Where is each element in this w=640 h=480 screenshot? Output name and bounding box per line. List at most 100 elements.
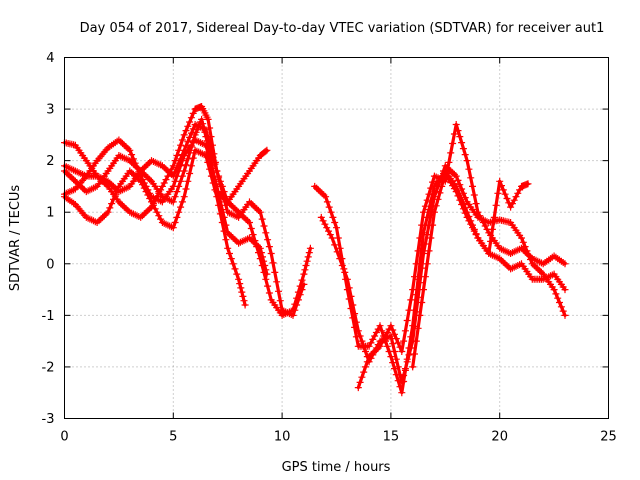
data-point-marker (423, 231, 431, 239)
series-track-6 (311, 167, 569, 397)
data-point-marker (239, 292, 247, 300)
data-point-marker (405, 306, 413, 314)
data-point-marker (456, 181, 464, 189)
data-point-marker (461, 151, 469, 159)
data-point-marker (423, 260, 431, 268)
data-point-marker (358, 373, 366, 381)
data-point-marker (111, 191, 119, 199)
data-point-marker (215, 172, 223, 180)
data-point-marker (169, 182, 177, 190)
data-point-marker (343, 275, 351, 283)
data-point-marker (184, 122, 192, 130)
data-point-marker (262, 147, 270, 155)
data-point-marker (264, 236, 272, 244)
data-point-marker (247, 225, 255, 232)
data-point-marker (265, 289, 273, 297)
data-point-marker (322, 193, 330, 201)
data-point-marker (211, 176, 219, 184)
data-point-marker (333, 248, 341, 256)
data-point-marker (403, 358, 411, 366)
data-point-marker (432, 202, 440, 210)
data-point-marker (263, 146, 271, 154)
data-point-marker (207, 146, 215, 154)
data-point-marker (461, 209, 469, 217)
data-point-marker (465, 165, 473, 173)
data-point-marker (469, 182, 476, 190)
data-point-marker (240, 297, 248, 305)
data-point-marker (273, 278, 281, 286)
data-point-marker (106, 204, 114, 212)
data-point-marker (438, 182, 446, 190)
data-point-marker (241, 301, 249, 309)
data-point-marker (220, 188, 228, 196)
data-point-marker (341, 268, 349, 276)
data-point-marker (251, 237, 259, 245)
data-point-marker (352, 318, 360, 326)
data-point-marker (204, 115, 212, 123)
data-point-marker (349, 301, 357, 309)
data-point-marker (398, 389, 406, 397)
x-tick-label: 20 (491, 430, 508, 445)
data-point-marker (407, 296, 415, 304)
data-point-marker (302, 262, 310, 269)
data-point-marker (229, 260, 237, 268)
data-point-marker (108, 200, 116, 208)
data-point-marker (394, 339, 402, 347)
data-point-marker (429, 221, 437, 229)
data-point-marker (494, 189, 502, 197)
data-point-marker (389, 340, 397, 348)
data-point-marker (463, 157, 471, 165)
data-point-marker (178, 151, 186, 159)
data-point-marker (420, 286, 427, 294)
data-point-marker (304, 253, 312, 261)
data-point-marker (407, 344, 415, 352)
data-point-marker (561, 286, 569, 294)
data-point-marker (396, 383, 404, 391)
data-point-marker (323, 198, 331, 206)
data-point-marker (213, 167, 221, 175)
data-point-marker (169, 198, 177, 206)
data-point-marker (182, 142, 190, 150)
data-point-marker (187, 129, 195, 137)
data-point-marker (177, 141, 185, 149)
data-point-marker (398, 378, 406, 386)
data-point-marker (434, 195, 442, 203)
data-point-marker (171, 168, 179, 176)
data-point-marker (262, 229, 270, 237)
data-point-marker (501, 190, 509, 198)
y-tick-label: -3 (42, 412, 55, 427)
data-point-marker (401, 327, 409, 335)
data-point-marker (391, 348, 398, 355)
data-point-marker (454, 192, 462, 200)
data-point-marker (503, 195, 511, 202)
data-point-marker (450, 130, 458, 138)
data-series-layer (61, 103, 569, 397)
data-point-marker (362, 348, 369, 355)
data-point-marker (524, 180, 532, 188)
data-point-marker (389, 326, 397, 334)
data-point-marker (411, 273, 418, 281)
data-point-marker (354, 384, 362, 392)
data-point-marker (218, 182, 226, 190)
data-point-marker (412, 308, 420, 316)
data-point-marker (238, 288, 246, 296)
data-point-marker (104, 208, 112, 216)
data-point-marker (338, 262, 346, 269)
data-point-marker (328, 234, 336, 242)
chart-title: Day 054 of 2017, Sidereal Day-to-day VTE… (80, 21, 605, 36)
data-point-marker (347, 292, 355, 300)
data-point-marker (396, 343, 404, 351)
y-tick-label: -2 (42, 360, 55, 375)
data-point-marker (552, 290, 560, 298)
data-point-marker (416, 279, 424, 287)
axis-ticks: 0 5 10 15 20 25 -3 -2 -1 0 1 2 3 4 (42, 51, 617, 445)
data-point-marker (222, 193, 230, 201)
data-point-marker (173, 152, 181, 159)
data-point-marker (392, 335, 400, 343)
data-point-marker (235, 275, 243, 283)
data-point-marker (169, 224, 177, 232)
data-point-marker (458, 139, 466, 147)
data-point-marker (334, 234, 342, 242)
data-point-marker (189, 109, 197, 117)
